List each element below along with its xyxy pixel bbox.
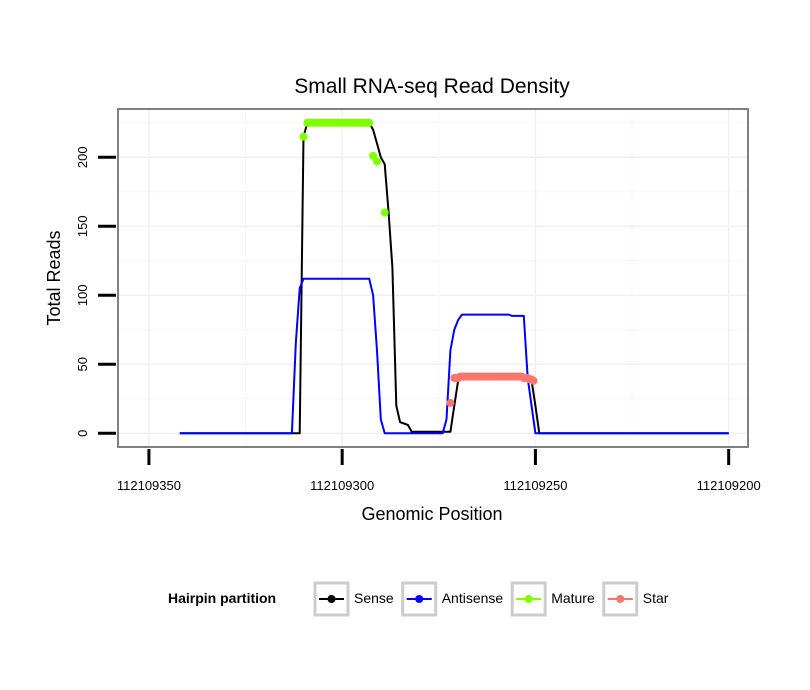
star-point <box>529 376 538 385</box>
legend-label-antisense: Antisense <box>442 590 504 606</box>
x-axis-title: Genomic Position <box>361 504 502 524</box>
x-tick-label: 112109200 <box>697 478 761 493</box>
mature-point <box>373 157 381 166</box>
legend-label-mature: Mature <box>551 590 595 606</box>
legend-swatch-point-star <box>616 595 625 603</box>
star-point <box>446 398 455 407</box>
chart-title: Small RNA-seq Read Density <box>294 75 570 98</box>
legend-label-star: Star <box>643 590 669 606</box>
legend: Hairpin partition Sense Antisense Mature St… <box>168 581 669 617</box>
mature-point <box>299 132 308 141</box>
y-tick-label: 200 <box>75 146 90 168</box>
legend-keys: Sense Antisense Mature Star <box>313 581 669 617</box>
legend-swatch-point-sense <box>327 595 336 603</box>
y-tick-label: 0 <box>75 430 90 437</box>
y-tick-label: 150 <box>75 215 90 237</box>
mature-point <box>380 208 389 217</box>
legend-title: Hairpin partition <box>168 590 276 606</box>
grid <box>118 109 748 447</box>
y-tick-label: 100 <box>75 284 90 306</box>
series-layer <box>179 118 729 435</box>
legend-swatch-point-mature <box>524 595 533 603</box>
plot-panel-border <box>117 108 749 448</box>
legend-label-sense: Sense <box>354 590 394 606</box>
legend-swatch-point-antisense <box>415 595 424 603</box>
y-axis-title: Total Reads <box>44 230 64 325</box>
x-tick-label: 112109350 <box>117 478 181 493</box>
sense-series-line <box>179 121 729 435</box>
y-tick-label: 50 <box>75 357 90 371</box>
mature-point <box>365 118 374 127</box>
axes: 0 50 100 150 200 112109350 112109300 112109250 1… <box>75 146 761 493</box>
x-tick-label: 112109250 <box>503 478 567 493</box>
antisense-series-line <box>179 277 729 435</box>
x-tick-label: 112109300 <box>310 478 374 493</box>
